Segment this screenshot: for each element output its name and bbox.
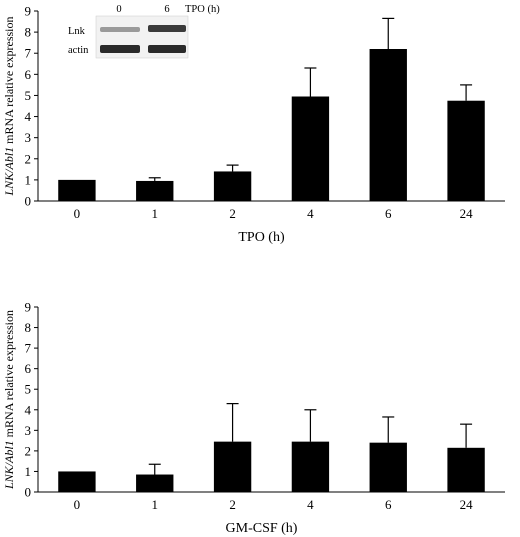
bars xyxy=(58,403,485,492)
x-tick-label: 0 xyxy=(74,206,81,221)
x-tick-label: 4 xyxy=(307,497,314,512)
bar-6h xyxy=(369,49,407,201)
y-tick-label: 4 xyxy=(25,109,32,124)
bar-0h xyxy=(58,179,96,201)
y-tick-label: 8 xyxy=(25,320,32,335)
x-axis-ticks: 0 1 2 4 6 24 xyxy=(74,497,473,512)
bar-24h xyxy=(447,447,485,492)
y-axis-label-rest: mRNA relative expression xyxy=(2,310,16,440)
y-tick-label: 3 xyxy=(25,130,32,145)
bar-24h xyxy=(447,100,485,201)
inset-row-label-lnk: Lnk xyxy=(68,26,86,37)
y-tick-label: 1 xyxy=(25,172,32,187)
y-axis-ticks: 0 1 2 3 4 5 6 7 8 9 xyxy=(25,300,38,500)
x-tick-label: 24 xyxy=(460,206,474,221)
y-axis-label-rest: mRNA relative expression xyxy=(2,17,16,147)
bar-0h xyxy=(58,471,96,492)
y-tick-label: 5 xyxy=(25,382,32,397)
y-tick-label: 6 xyxy=(25,361,32,376)
y-axis-label-gene: LNK/Abl1 xyxy=(2,147,16,197)
bar-4h xyxy=(291,441,330,492)
y-tick-label: 6 xyxy=(25,67,32,82)
x-tick-label: 6 xyxy=(385,497,392,512)
blot-band-actin-0h xyxy=(100,45,140,53)
y-tick-label: 2 xyxy=(25,151,32,166)
inset-unit-label: TPO (h) xyxy=(185,4,220,15)
y-axis-label: LNK/Abl1 mRNA relative expression xyxy=(2,17,16,197)
y-tick-label: 0 xyxy=(25,194,32,209)
bar-1h xyxy=(136,180,174,201)
x-axis-ticks: 0 1 2 4 6 24 xyxy=(74,206,473,221)
blot-band-lnk-6h xyxy=(148,25,186,32)
inset-time-label-6: 6 xyxy=(164,4,169,15)
x-tick-label: 2 xyxy=(229,497,236,512)
y-axis-label: LNK/Abl1 mRNA relative expression xyxy=(2,310,16,490)
western-blot-inset: 0 6 TPO (h) Lnk actin xyxy=(62,4,220,63)
x-tick-label: 1 xyxy=(152,497,159,512)
y-tick-label: 9 xyxy=(25,300,32,315)
y-tick-label: 8 xyxy=(25,25,32,40)
inset-row-label-actin: actin xyxy=(68,45,89,56)
x-tick-label: 6 xyxy=(385,206,392,221)
y-axis-label-gene: LNK/Abl1 xyxy=(2,440,16,490)
bar-2h xyxy=(213,171,252,201)
x-axis-label: GM-CSF (h) xyxy=(226,521,298,536)
x-axis-label: TPO (h) xyxy=(238,230,285,245)
inset-time-label-0: 0 xyxy=(116,4,121,15)
y-tick-label: 5 xyxy=(25,88,32,103)
y-tick-label: 9 xyxy=(25,4,32,19)
x-tick-label: 1 xyxy=(152,206,159,221)
y-tick-label: 2 xyxy=(25,443,32,458)
blot-band-actin-6h xyxy=(148,45,186,53)
bar-1h xyxy=(136,474,174,492)
y-tick-label: 1 xyxy=(25,464,32,479)
y-tick-label: 7 xyxy=(25,46,32,61)
x-tick-label: 0 xyxy=(74,497,81,512)
y-tick-label: 3 xyxy=(25,423,32,438)
bars xyxy=(58,17,485,201)
y-tick-label: 0 xyxy=(25,485,32,500)
y-tick-label: 4 xyxy=(25,402,32,417)
x-tick-label: 24 xyxy=(460,497,474,512)
bar-2h xyxy=(213,441,252,492)
y-tick-label: 7 xyxy=(25,341,32,356)
bar-6h xyxy=(369,442,407,492)
blot-band-lnk-0h xyxy=(100,27,140,32)
y-axis-ticks: 0 1 2 3 4 5 6 7 8 9 xyxy=(25,4,38,209)
x-tick-label: 2 xyxy=(229,206,236,221)
x-tick-label: 4 xyxy=(307,206,314,221)
bar-4h xyxy=(291,96,330,201)
